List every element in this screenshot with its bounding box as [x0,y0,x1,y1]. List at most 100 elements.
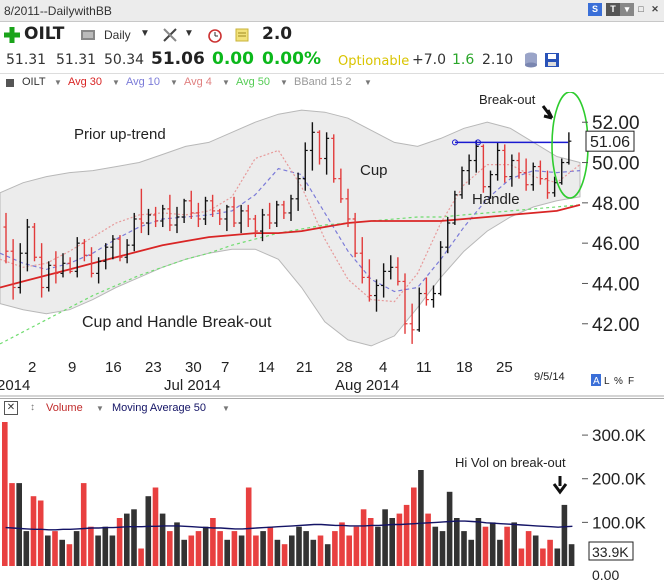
close-panel-icon[interactable]: ✕ [4,401,18,415]
hi-vol-arrow [552,476,568,495]
reorder-icon[interactable]: ↕ [30,402,35,413]
volume-axis-zero: 0.00 [592,567,619,583]
period-dropdown-icon[interactable]: ▼ [140,28,150,39]
draw-tools-icon[interactable] [162,27,178,43]
optionable-label: Optionable [338,54,410,69]
database-icon[interactable] [524,52,538,68]
legend-dropdown-icon[interactable]: ▼ [112,78,120,87]
volume-bar [37,500,44,566]
legend-avg10[interactable]: Avg 10 [126,76,161,88]
x-tick-label: 16 [105,359,122,376]
volume-bar [274,539,281,566]
quote-low: 50.34 [104,52,145,68]
volume-bar [281,544,288,566]
period-select[interactable]: Daily [104,28,131,42]
alpf-pct[interactable]: % [614,376,623,387]
x-tick-label: 14 [258,359,275,376]
volume-bar [375,526,381,566]
last-price-tag: 51.06 [590,134,630,151]
close-icon[interactable]: ✕ [651,4,659,14]
add-plus-icon[interactable] [4,27,20,43]
legend-dropdown-icon[interactable]: ▼ [364,78,372,87]
quote-bar: 51.31 51.31 50.34 51.06 0.00 0.00% Optio… [0,48,664,74]
legend-avg30[interactable]: Avg 30 [68,76,103,88]
quote-value-2: 1.6 [452,52,475,68]
alarm-clock-icon[interactable] [206,26,224,44]
price-axis-label: 48.00 [592,194,640,215]
volume-bar [181,539,187,566]
month-label: Aug 2014 [335,377,399,394]
volume-bar [174,522,180,566]
alpf-f[interactable]: F [628,376,634,387]
volume-bar [367,518,374,566]
volume-bar [238,535,245,566]
symbol-label[interactable]: OILT [24,24,65,44]
month-label: 2014 [0,377,30,394]
save-icon[interactable] [544,52,560,68]
grid-icon[interactable] [80,28,96,42]
volume-bar [418,470,424,566]
price-axis-label: 52.00 [592,113,640,134]
tools-dropdown-icon[interactable]: ▼ [184,28,194,39]
volume-bar [532,535,539,566]
ma-dropdown-icon[interactable]: ▼ [222,404,230,413]
volume-ma50-line [5,520,573,531]
legend-dropdown-icon[interactable]: ▼ [170,78,178,87]
legend-avg4[interactable]: Avg 4 [184,76,212,88]
volume-bar [66,544,73,566]
volume-bar [346,535,352,566]
volume-bar [360,509,367,566]
volume-bar [489,522,496,566]
legend-marker-icon [6,79,14,87]
avg4-line [0,149,581,303]
alpf-a-button[interactable] [591,374,601,386]
prior-uptrend-annotation: Prior up-trend [74,126,166,143]
volume-bar [260,531,266,566]
quote-high: 51.31 [56,52,97,68]
volume-chart[interactable]: 100.0K 200.0K 300.0K 0.00 Hi Vol on break-o… [0,418,664,584]
legend-dropdown-icon[interactable]: ▼ [54,78,62,87]
alpf-l[interactable]: L [604,376,610,387]
volume-bar [540,548,546,566]
volume-bar [45,535,51,566]
legend-symbol[interactable]: OILT [22,76,46,88]
volume-bar [52,531,58,566]
x-tick-label: 21 [296,359,313,376]
volume-bar [217,531,223,566]
volume-bar [30,496,37,566]
x-tick-label: 28 [336,359,353,376]
quote-value-1: +7.0 [412,52,446,68]
breakout-annotation: Break-out [479,92,536,107]
volume-bar [159,513,166,566]
volume-label[interactable]: Volume [46,402,83,414]
volume-bar [403,504,410,566]
ma50-label[interactable]: Moving Average 50 [112,402,206,414]
volume-bar [389,518,395,566]
legend-dropdown-icon[interactable]: ▼ [280,78,288,87]
volume-bar [425,513,431,566]
legend-avg50[interactable]: Avg 50 [236,76,271,88]
volume-bar [468,539,474,566]
volume-dropdown-icon[interactable]: ▼ [96,404,104,413]
volume-bar [446,491,453,566]
volume-bar [454,518,460,566]
maximize-icon[interactable]: □ [638,4,644,14]
volume-bar [339,522,345,566]
quote-last: 51.06 [151,49,205,69]
text-button[interactable]: T [606,3,620,16]
window-title-bar: 8/2011--DailywithBB S T ▾ □ ✕ [0,0,664,22]
volume-bar [267,526,274,566]
quote-open: 51.31 [6,52,47,68]
chart-annotation-title: Cup and Handle Break-out [82,314,272,331]
template-label: 2.0 [262,24,293,44]
legend-dropdown-icon[interactable]: ▼ [222,78,230,87]
volume-bar [525,531,532,566]
volume-bar [224,539,230,566]
quote-value-3: 2.10 [482,52,514,68]
menu-chevron-icon[interactable]: ▾ [620,3,634,16]
note-icon[interactable] [234,27,250,43]
share-button[interactable]: S [588,3,602,16]
legend-bband[interactable]: BBand 15 2 [294,76,352,88]
volume-bar [382,509,388,566]
